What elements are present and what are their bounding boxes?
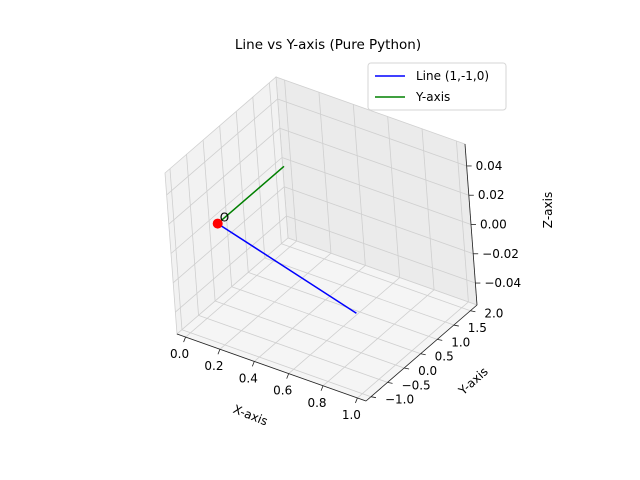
grid-y-floor [198, 314, 388, 383]
legend-label-y-axis-series: Y-axis [415, 90, 450, 104]
y-tick-mark [437, 338, 443, 341]
y-tick-mark [404, 367, 410, 370]
y-axis-line [365, 304, 478, 402]
point-markers: O [212, 211, 229, 229]
z-tick-label: 0.04 [476, 159, 503, 173]
grid-lines [166, 80, 476, 399]
grid-y-floor [214, 300, 405, 369]
x-tick-mark [286, 373, 290, 379]
z-tick-label: −0.02 [482, 247, 519, 261]
x-tick-label: 1.0 [342, 408, 361, 422]
y-tick-label: 1.0 [451, 335, 470, 349]
legend-box [367, 62, 507, 111]
y-tick-label: 0.5 [435, 350, 454, 364]
grid-y-floor [264, 257, 454, 326]
series-line-1 [217, 165, 285, 225]
z-tick-label: −0.04 [484, 276, 521, 290]
z-axis-label: Z-axis [541, 192, 555, 228]
grid-y-floor [181, 329, 372, 398]
series-lines [217, 165, 357, 314]
origin-label: O [220, 211, 229, 225]
y-tick-label: 0.0 [418, 364, 437, 378]
grid-x-floor [185, 240, 297, 338]
chart-title: Line vs Y-axis (Pure Python) [235, 37, 421, 53]
grid-z-side [175, 215, 287, 313]
grid-z-back [284, 186, 474, 255]
grid-z-back [286, 215, 476, 284]
grid-x-floor [288, 277, 400, 374]
grid-z-side [170, 157, 283, 254]
grid-z-back [279, 127, 469, 196]
grid-z-back [281, 157, 472, 225]
y-tick-mark [420, 353, 426, 356]
x-tick-label: 0.6 [273, 384, 292, 398]
grid-z-back [277, 98, 467, 167]
z-tick-label: 0.02 [478, 188, 505, 202]
legend-label-line-series: Line (1,-1,0) [416, 69, 489, 83]
x-tick-label: 0.4 [239, 371, 258, 385]
y-tick-label: −1.0 [385, 393, 414, 407]
y-tick-mark [387, 381, 393, 384]
grid-y-floor [281, 243, 471, 312]
grid-z-side [172, 186, 285, 284]
grid-x-floor [357, 301, 469, 399]
z-tick-label: 0.00 [480, 218, 507, 232]
y-tick-mark [470, 310, 476, 313]
x-tick-label: 0.0 [170, 347, 189, 361]
origin-marker [212, 218, 223, 229]
y-tick-label: 2.0 [484, 307, 503, 321]
x-tick-label: 0.2 [204, 359, 223, 373]
x-tick-mark [217, 349, 221, 355]
tick-labels: 0.00.20.40.60.81.0−1.0−0.50.00.51.01.52.… [170, 143, 521, 422]
grid-x-floor [219, 252, 332, 350]
x-tick-mark [355, 397, 358, 404]
y-tick-mark [370, 396, 377, 399]
y-tick-label: −0.5 [402, 378, 431, 392]
legend: Line (1,-1,0) Y-axis [367, 62, 507, 111]
grid-y-floor [231, 286, 421, 355]
x-tick-label: 0.8 [307, 396, 326, 410]
y-tick-label: 1.5 [468, 321, 487, 335]
x-tick-mark [251, 361, 255, 367]
x-tick-mark [320, 385, 324, 391]
grid-x-floor [254, 265, 366, 362]
grid-z-side [168, 127, 281, 225]
x-axis-line [176, 333, 367, 402]
series-line-0 [217, 222, 357, 314]
y-axis-label: Y-axis [455, 364, 491, 398]
y-tick-mark [453, 324, 459, 327]
grid-z-side [166, 98, 278, 196]
x-tick-mark [183, 336, 186, 343]
grid-x-floor [322, 289, 435, 387]
x-axis-label: X-axis [231, 402, 270, 428]
grid-y-floor [248, 272, 438, 340]
